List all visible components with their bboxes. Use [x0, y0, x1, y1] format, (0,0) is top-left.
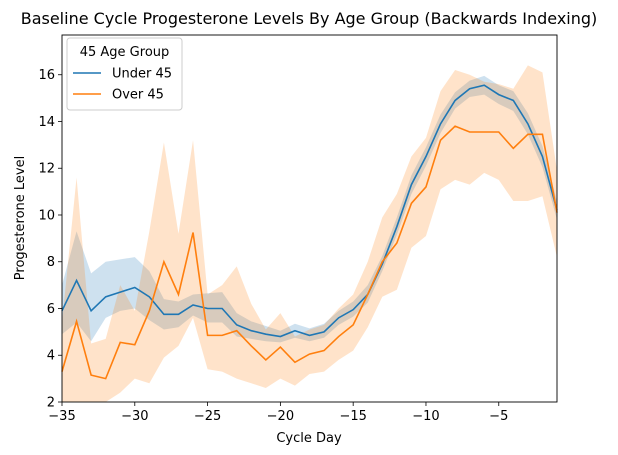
- x-tick-label: −25: [194, 409, 221, 424]
- series-lines: [61, 84, 558, 380]
- x-tick-label: −5: [489, 409, 508, 424]
- x-axis-ticks: −35 −30 −25 −20 −15 −10 −5: [48, 402, 508, 424]
- legend-label-under-45: Under 45: [112, 67, 172, 82]
- legend-label-over-45: Over 45: [112, 88, 164, 103]
- confidence-band-under-45: [62, 75, 557, 343]
- confidence-band-over-45: [62, 65, 557, 402]
- y-axis-label: Progesterone Level: [13, 156, 28, 280]
- x-tick-label: −30: [121, 409, 148, 424]
- y-axis-ticks: 2 4 6 8 10 12 14 16: [38, 68, 62, 411]
- y-tick-label: 2: [47, 396, 55, 411]
- series-line-under-45: [61, 84, 558, 338]
- legend-title: 45 Age Group: [80, 45, 170, 60]
- confidence-bands: [62, 65, 557, 402]
- y-tick-label: 16: [38, 68, 55, 83]
- x-tick-label: −10: [412, 409, 439, 424]
- x-tick-label: −20: [267, 409, 294, 424]
- x-tick-label: −35: [48, 409, 75, 424]
- y-tick-label: 14: [38, 115, 55, 130]
- legend: 45 Age Group Under 45 Over 45: [66, 37, 183, 111]
- y-tick-label: 6: [47, 302, 55, 317]
- y-tick-label: 10: [38, 208, 55, 223]
- series-line-over-45: [61, 125, 558, 380]
- x-axis-label: Cycle Day: [276, 431, 342, 446]
- y-tick-label: 12: [38, 162, 55, 177]
- legend-box: [66, 37, 183, 111]
- y-tick-label: 4: [47, 349, 55, 364]
- y-tick-label: 8: [47, 255, 55, 270]
- plot-frame: [61, 34, 558, 403]
- chart-title: Baseline Cycle Progesterone Levels By Ag…: [21, 9, 598, 28]
- x-tick-label: −15: [339, 409, 366, 424]
